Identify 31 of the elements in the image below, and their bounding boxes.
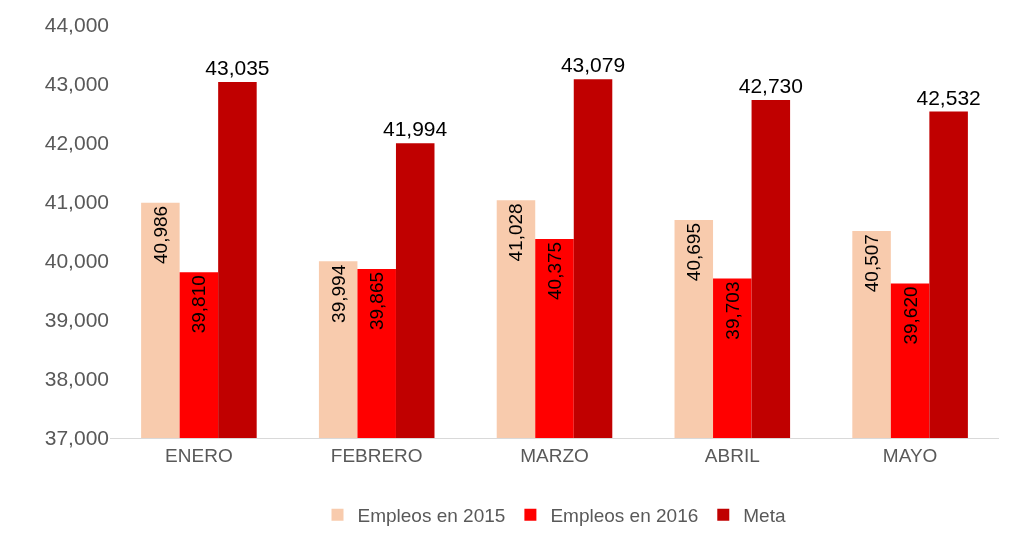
y-tick-label: 39,000 <box>44 308 109 332</box>
x-tick-label: MAYO <box>882 444 938 466</box>
data-label: 39,810 <box>188 275 210 334</box>
legend-label: Empleos en 2015 <box>357 505 506 527</box>
x-tick-label: FEBRERO <box>330 444 423 466</box>
legend-label: Meta <box>743 505 786 527</box>
y-tick-label: 43,000 <box>44 72 109 96</box>
y-tick-label: 44,000 <box>44 13 109 37</box>
data-label: 40,986 <box>149 205 171 264</box>
data-label: 42,532 <box>916 85 981 109</box>
data-label: 39,865 <box>366 271 388 331</box>
data-label: 39,620 <box>899 286 921 345</box>
y-tick-label: 37,000 <box>44 426 109 450</box>
x-tick-label: MARZO <box>520 444 589 466</box>
data-label: 40,507 <box>861 234 883 293</box>
y-tick-label: 38,000 <box>44 367 109 391</box>
data-label: 39,994 <box>327 264 349 323</box>
data-label: 41,994 <box>382 117 448 141</box>
y-tick-label: 41,000 <box>44 190 109 214</box>
data-label: 42,730 <box>738 73 803 97</box>
data-label: 43,035 <box>205 55 270 79</box>
data-label: 40,695 <box>683 223 705 282</box>
data-label: 39,703 <box>721 281 743 340</box>
data-label: 40,375 <box>544 241 565 301</box>
y-tick-label: 42,000 <box>44 131 109 155</box>
data-label: 43,079 <box>560 53 626 77</box>
data-label: 41,028 <box>505 203 527 262</box>
x-tick-label: ABRIL <box>704 444 760 466</box>
y-tick-label: 40,000 <box>44 249 109 273</box>
legend-label: Empleos en 2016 <box>550 505 699 527</box>
x-tick-label: ENERO <box>165 444 233 466</box>
